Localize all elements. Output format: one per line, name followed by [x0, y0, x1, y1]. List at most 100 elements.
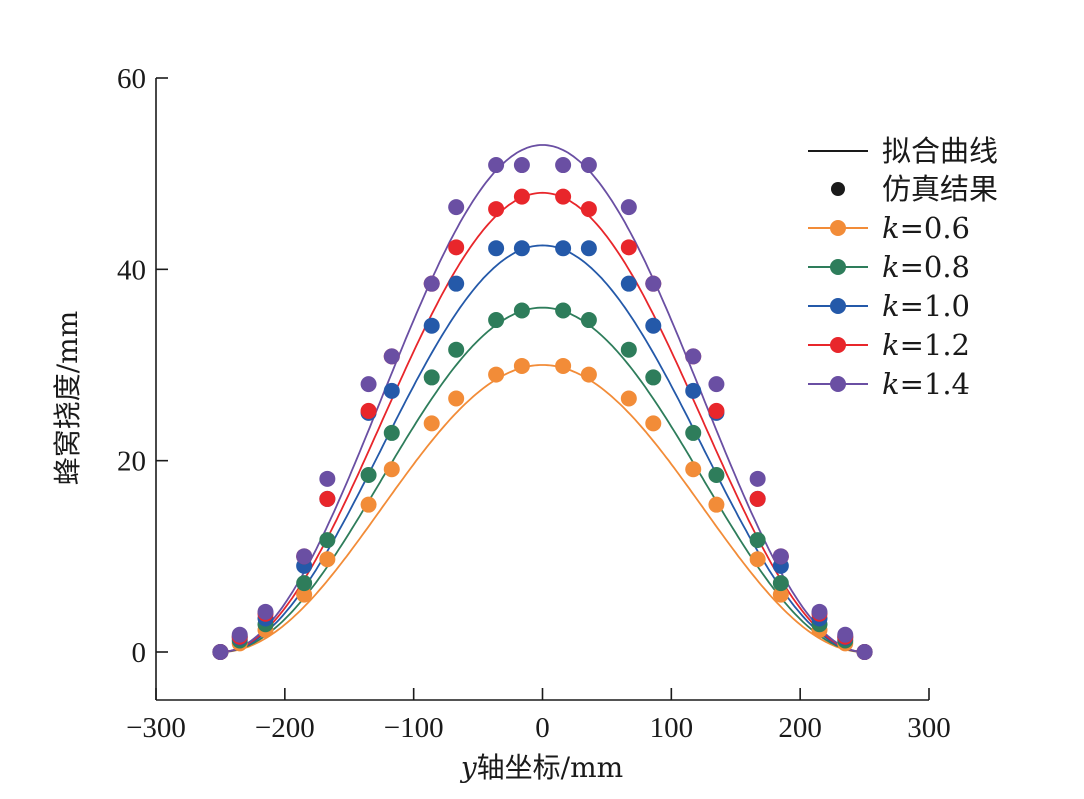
x-axis-title-var: y	[459, 751, 478, 784]
legend-sim-label: 仿真结果	[882, 172, 998, 206]
legend-series-value: =0.6	[900, 211, 970, 245]
y-tick-label: 0	[132, 637, 147, 669]
sim-point	[319, 551, 336, 568]
sim-point	[620, 275, 637, 292]
y-tick-label: 40	[117, 254, 146, 286]
x-tick-label: 100	[650, 712, 694, 744]
sim-point	[488, 157, 505, 174]
sim-point	[383, 382, 400, 399]
sim-point	[685, 461, 702, 478]
y-ticks-group: 0 20 40 60	[117, 63, 168, 669]
legend-fit-label: 拟合曲线	[882, 134, 998, 168]
sim-point	[423, 317, 440, 334]
sim-point	[360, 467, 377, 484]
legend-series-marker	[830, 220, 846, 236]
sim-point	[383, 348, 400, 365]
sim-point	[620, 390, 637, 407]
legend-series-var: k	[882, 367, 900, 401]
sim-point	[555, 302, 572, 319]
x-tick-label: −100	[384, 712, 444, 744]
legend-series-label: k=1.0	[882, 289, 970, 323]
x-ticks-group: −300 −200 −100 0 100 200 300	[126, 688, 951, 744]
sim-point	[423, 415, 440, 432]
sim-point	[620, 341, 637, 358]
sim-point	[448, 239, 465, 256]
sim-point	[448, 390, 465, 407]
legend-series-marker	[830, 376, 846, 392]
sim-point	[423, 369, 440, 386]
sim-point	[645, 415, 662, 432]
sim-point	[645, 275, 662, 292]
sim-markers-group	[212, 157, 873, 660]
fit-curve-2	[220, 306, 865, 653]
sim-point	[811, 603, 828, 620]
sim-point	[212, 644, 229, 660]
legend-series-value: =0.8	[900, 250, 970, 284]
sim-point	[448, 275, 465, 292]
x-tick-label: 0	[535, 712, 550, 744]
legend-series-group: k=0.6k=0.8k=1.0k=1.2k=1.4	[808, 211, 970, 401]
fit-curve-4	[220, 191, 865, 653]
legend-series-label: k=0.8	[882, 250, 970, 284]
sim-point	[580, 201, 597, 218]
sim-point	[708, 376, 725, 393]
sim-point	[296, 575, 313, 592]
legend-series-marker	[830, 337, 846, 353]
legend-series-marker	[830, 259, 846, 275]
legend-series-var: k	[882, 289, 900, 323]
sim-point	[708, 467, 725, 484]
legend-series-label: k=0.6	[882, 211, 970, 245]
fit-curve-3	[220, 244, 865, 653]
sim-point	[360, 376, 377, 393]
sim-point	[749, 551, 766, 568]
sim-point	[360, 402, 377, 419]
legend-series-var: k	[882, 250, 900, 284]
legend-series-marker	[830, 298, 846, 314]
sim-point	[555, 157, 572, 174]
legend-series-label: k=1.4	[882, 367, 970, 401]
sim-point	[319, 470, 336, 487]
legend-series-value: =1.0	[900, 289, 970, 323]
sim-point	[360, 496, 377, 513]
sim-point	[856, 644, 873, 660]
sim-point	[580, 312, 597, 329]
x-tick-label: 200	[778, 712, 822, 744]
legend-series-var: k	[882, 328, 900, 362]
sim-point	[513, 357, 530, 374]
y-tick-label: 20	[117, 446, 146, 478]
sim-point	[513, 188, 530, 205]
sim-point	[488, 201, 505, 218]
sim-point	[423, 275, 440, 292]
sim-point	[296, 586, 313, 603]
sim-point	[708, 496, 725, 513]
x-tick-label: 300	[907, 712, 951, 744]
fit-curves-group	[220, 144, 865, 653]
legend-series-value: =1.2	[900, 328, 970, 362]
sim-point	[296, 548, 313, 565]
legend-series-label: k=1.2	[882, 328, 970, 362]
legend-sim-marker	[831, 182, 845, 196]
sim-point	[749, 490, 766, 507]
sim-point	[620, 239, 637, 256]
sim-point	[488, 240, 505, 257]
sim-point	[645, 369, 662, 386]
sim-point	[685, 382, 702, 399]
sim-point	[448, 199, 465, 216]
sim-point	[513, 157, 530, 174]
sim-point	[257, 603, 274, 620]
legend-series-var: k	[882, 211, 900, 245]
sim-point	[383, 461, 400, 478]
y-axis-title: 蜂窝挠度/mm	[51, 311, 84, 486]
sim-point	[837, 626, 854, 643]
x-tick-label: −300	[126, 712, 186, 744]
sim-point	[749, 470, 766, 487]
sim-point	[620, 199, 637, 216]
legend-series-value: =1.4	[900, 367, 970, 401]
sim-point	[555, 357, 572, 374]
sim-point	[772, 548, 789, 565]
x-axis-title: y轴坐标/mm	[459, 751, 623, 784]
sim-point	[555, 240, 572, 257]
sim-point	[772, 586, 789, 603]
fit-curve-5	[220, 144, 865, 653]
